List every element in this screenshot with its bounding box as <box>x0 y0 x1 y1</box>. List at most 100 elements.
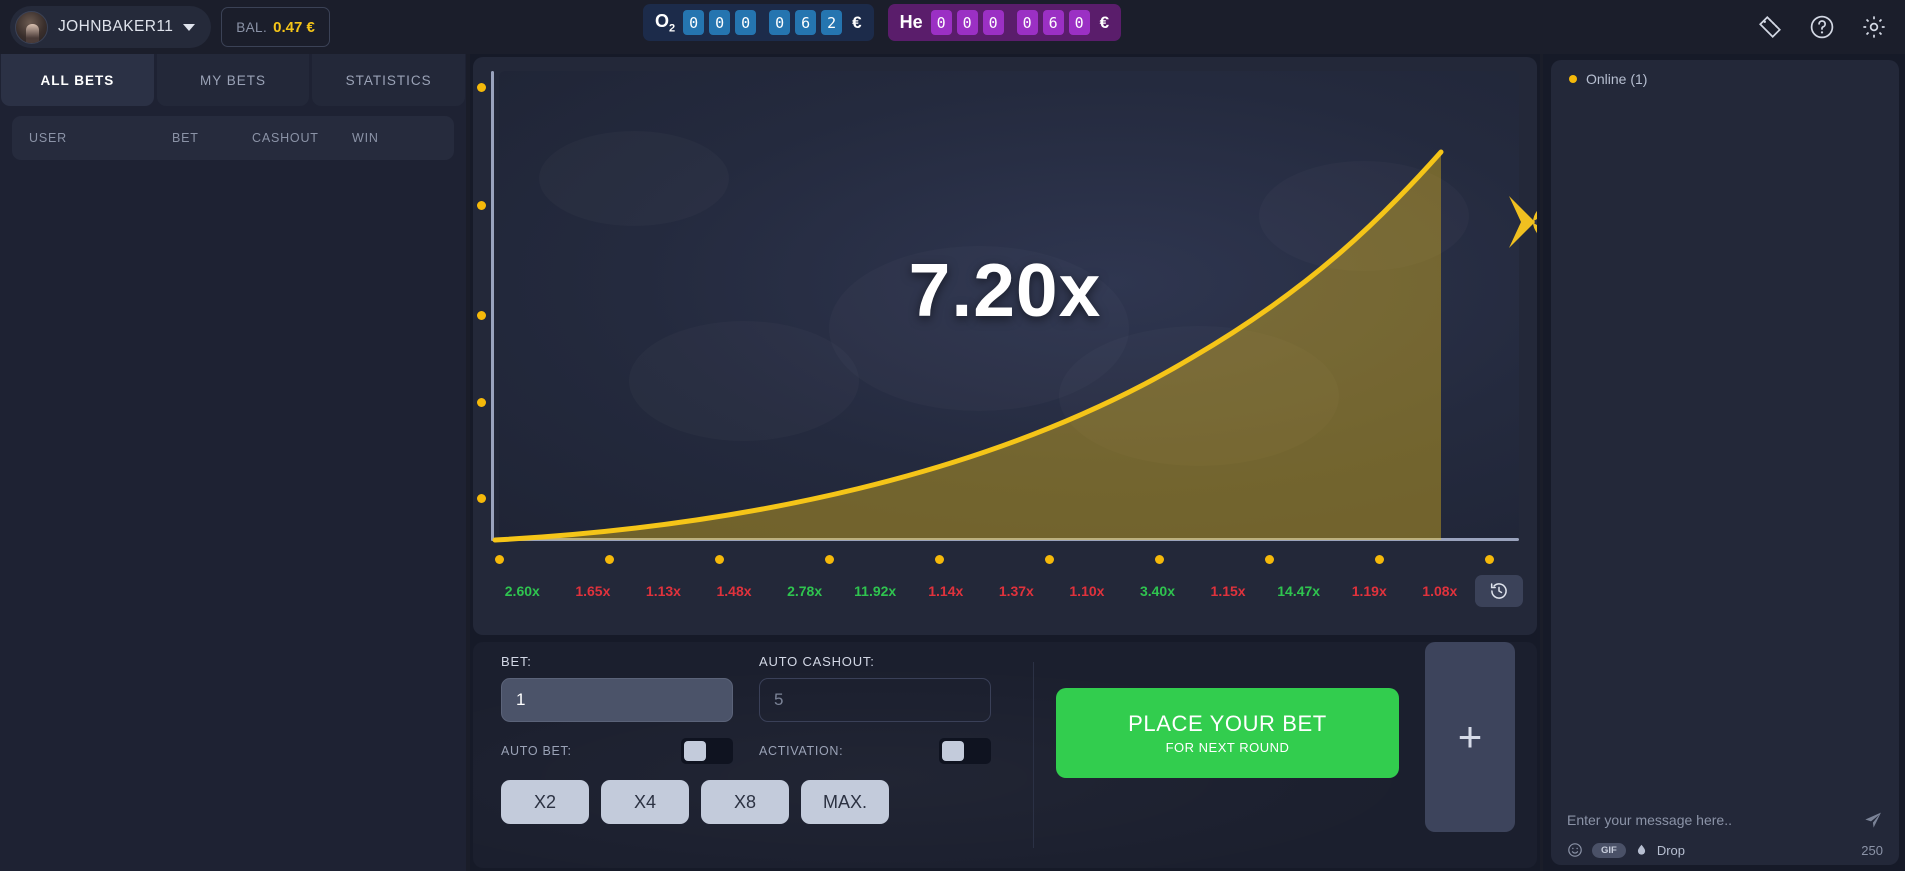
column-header-win: WIN <box>352 131 379 145</box>
bet-input[interactable] <box>502 679 732 721</box>
history-item[interactable]: 1.14x <box>928 583 964 599</box>
x-axis-tick <box>1155 555 1164 564</box>
x-axis-tick <box>825 555 834 564</box>
counter-label-o2: O2 <box>655 10 676 35</box>
counter-digit: 0 <box>1068 10 1090 35</box>
online-count-label: Online (1) <box>1586 71 1648 87</box>
multiply-x8-button[interactable]: X8 <box>701 780 789 824</box>
x-axis-tick <box>605 555 614 564</box>
chat-footer: GIF Drop 250 <box>1551 803 1899 865</box>
column-header-bet: BET <box>172 131 199 145</box>
droplet-icon[interactable] <box>1635 842 1648 858</box>
help-icon[interactable] <box>1809 14 1835 40</box>
history-item[interactable]: 1.10x <box>1069 583 1105 599</box>
game-area: 7.20x 2.60x 1.65x 1.13x 1.48x 2.78x 11.9… <box>470 54 1540 871</box>
toggle-row: AUTO BET: ACTIVATION: <box>501 738 991 764</box>
auto-cashout-field: AUTO CASHOUT: x <box>759 654 991 722</box>
x-axis-tick <box>1485 555 1494 564</box>
auto-cashout-input[interactable] <box>760 679 990 721</box>
auto-cashout-input-wrap[interactable]: x <box>759 678 991 722</box>
chat-panel: Online (1) GIF Drop <box>1543 54 1905 871</box>
counter-label-he: He <box>899 12 923 32</box>
top-icon-group <box>1757 0 1887 54</box>
history-item[interactable]: 1.48x <box>716 583 752 599</box>
chat-header: Online (1) <box>1551 60 1899 98</box>
column-header-cashout: CASHOUT <box>252 131 319 145</box>
bet-input-wrap[interactable]: € <box>501 678 733 722</box>
history-item[interactable]: 1.19x <box>1351 583 1387 599</box>
avatar <box>15 10 48 44</box>
chevron-down-icon[interactable] <box>183 23 196 31</box>
drop-button[interactable]: Drop <box>1656 842 1686 858</box>
y-axis <box>491 71 494 541</box>
bet-field-row: BET: € AUTO CASHOUT: x <box>501 654 991 722</box>
history-item[interactable]: 1.08x <box>1422 583 1458 599</box>
plus-icon: + <box>1457 713 1483 760</box>
auto-bet-toggle[interactable] <box>681 738 733 764</box>
x-axis-tick <box>495 555 504 564</box>
y-axis-tick <box>477 83 486 92</box>
y-axis-tick <box>477 494 486 503</box>
counter-digit: 0 <box>1016 10 1038 35</box>
bet-panel: BET: € AUTO CASHOUT: x AUTO BET: <box>473 642 1537 868</box>
multiply-max-button[interactable]: MAX. <box>801 780 889 824</box>
jackpot-counter-o2: O2 0 0 0 0 6 2 € <box>643 4 874 41</box>
counter-digit: 0 <box>956 10 978 35</box>
counter-digit: 6 <box>1042 10 1064 35</box>
chat-input-row <box>1567 803 1883 837</box>
x-axis-tick <box>1045 555 1054 564</box>
curve-fill <box>495 152 1441 540</box>
history-item[interactable]: 11.92x <box>854 583 897 599</box>
place-bet-main-label: PLACE YOUR BET <box>1128 711 1327 736</box>
history-item[interactable]: 2.78x <box>787 583 823 599</box>
chat-input[interactable] <box>1567 812 1863 828</box>
history-item[interactable]: 1.15x <box>1210 583 1246 599</box>
history-item[interactable]: 1.65x <box>575 583 611 599</box>
tab-statistics[interactable]: STATISTICS <box>312 54 466 106</box>
ticket-icon[interactable] <box>1757 14 1783 40</box>
place-bet-button[interactable]: PLACE YOUR BET FOR NEXT ROUND <box>1056 688 1399 778</box>
counter-digit: 6 <box>795 10 817 35</box>
gear-icon[interactable] <box>1861 14 1887 40</box>
multiply-x4-button[interactable]: X4 <box>601 780 689 824</box>
send-icon[interactable] <box>1863 810 1883 830</box>
history-item[interactable]: 2.60x <box>504 583 540 599</box>
place-bet-sub-label: FOR NEXT ROUND <box>1165 740 1290 755</box>
history-item[interactable]: 1.13x <box>645 583 681 599</box>
auto-bet-cell: AUTO BET: <box>501 738 733 764</box>
gif-button[interactable]: GIF <box>1592 842 1626 858</box>
top-bar: JOHNBAKER11 BAL. 0.47 € O2 0 0 0 0 6 2 €… <box>0 0 1905 54</box>
quick-multiplier-buttons: X2 X4 X8 MAX. <box>501 780 991 824</box>
game-plot <box>499 71 1519 541</box>
history-item[interactable]: 1.37x <box>998 583 1034 599</box>
x-axis <box>491 538 1519 541</box>
game-chart-card: 7.20x 2.60x 1.65x 1.13x 1.48x 2.78x 11.9… <box>473 57 1537 635</box>
char-count-label: 250 <box>1861 842 1883 858</box>
multiply-x2-button[interactable]: X2 <box>501 780 589 824</box>
bets-tabs: ALL BETS MY BETS STATISTICS <box>0 54 466 106</box>
tab-my-bets[interactable]: MY BETS <box>156 54 310 106</box>
add-bet-button[interactable]: + <box>1425 642 1515 832</box>
tab-all-bets[interactable]: ALL BETS <box>1 54 154 106</box>
multiplier-curve <box>492 149 1444 543</box>
username-label: JOHNBAKER11 <box>58 18 174 35</box>
panel-divider <box>1033 662 1034 848</box>
activation-toggle[interactable] <box>939 738 991 764</box>
column-header-user: USER <box>29 131 67 145</box>
counter-digit: 0 <box>769 10 791 35</box>
history-toggle-button[interactable] <box>1475 575 1523 607</box>
history-item[interactable]: 14.47x <box>1277 583 1321 599</box>
chat-messages <box>1551 98 1899 808</box>
user-menu[interactable]: JOHNBAKER11 <box>10 6 212 48</box>
current-multiplier: 7.20x <box>908 248 1102 332</box>
bet-field: BET: € <box>501 654 733 722</box>
balance-chip[interactable]: BAL. 0.47 € <box>221 7 330 47</box>
counter-digit: 0 <box>930 10 952 35</box>
jackpot-counters: O2 0 0 0 0 6 2 € He 0 0 0 0 6 0 € <box>643 4 1122 41</box>
x-axis-tick <box>1375 555 1384 564</box>
emoji-icon[interactable] <box>1567 842 1583 858</box>
jackpot-counter-he: He 0 0 0 0 6 0 € <box>887 4 1122 41</box>
zeppelin-icon <box>1509 196 1537 248</box>
history-item[interactable]: 3.40x <box>1139 583 1176 599</box>
bets-table-header: USER BET CASHOUT WIN <box>12 116 454 160</box>
